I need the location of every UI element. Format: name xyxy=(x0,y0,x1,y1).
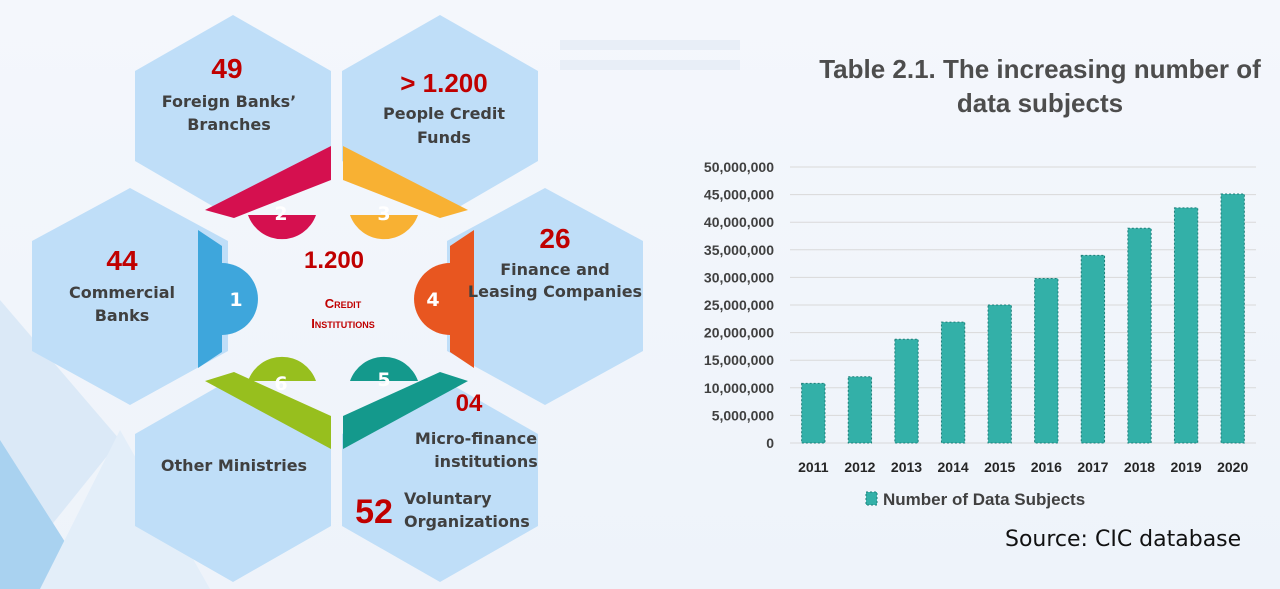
hex-finance-leasing xyxy=(447,188,643,405)
segment-3: 3 xyxy=(343,146,468,240)
foreign-banks-value: 49 xyxy=(211,53,242,84)
segment-2: 2 xyxy=(205,146,331,240)
bar-2014 xyxy=(940,321,966,444)
segment-5: 5 xyxy=(343,356,468,449)
voluntary-orgs-value: 52 xyxy=(355,493,393,531)
y-tick-label: 5,000,000 xyxy=(712,407,774,423)
y-tick-label: 0 xyxy=(766,435,774,451)
micro-finance-value: 04 xyxy=(456,390,483,417)
y-tick-label: 10,000,000 xyxy=(704,380,774,396)
center-label-line1: Credit xyxy=(325,296,362,311)
y-tick-label: 25,000,000 xyxy=(704,297,774,313)
x-tick-label: 2020 xyxy=(1217,459,1248,475)
x-tick-label: 2018 xyxy=(1124,459,1155,475)
voluntary-orgs-label-1: Voluntary xyxy=(404,489,492,508)
people-credit-value: > 1.200 xyxy=(400,68,487,98)
chart-title-line1: Table 2.1. The increasing number of xyxy=(819,54,1261,84)
hex-commercial-banks xyxy=(32,188,228,405)
x-tick-label: 2011 xyxy=(798,459,829,475)
bar-2012 xyxy=(847,376,873,444)
credit-institutions-infographic: 1 2 3 4 5 6 1.200 Credit Institutions 49… xyxy=(32,15,643,582)
x-tick-label: 2015 xyxy=(984,459,1015,475)
finance-leasing-value: 26 xyxy=(539,223,570,254)
other-ministries-label: Other Ministries xyxy=(161,456,307,475)
y-tick-label: 30,000,000 xyxy=(704,269,774,285)
segment-number-5: 5 xyxy=(377,369,390,391)
x-tick-label: 2012 xyxy=(844,459,875,475)
segment-1: 1 xyxy=(198,230,258,368)
micro-finance-label-2: institutions xyxy=(434,452,538,471)
segment-number-2: 2 xyxy=(274,203,287,225)
commercial-banks-label-2: Banks xyxy=(95,306,150,325)
source-note: Source: CIC database xyxy=(1005,527,1242,552)
micro-finance-label-1: Micro-finance xyxy=(415,429,537,448)
people-credit-label-1: People Credit xyxy=(383,104,505,123)
finance-leasing-label-2: Leasing Companies xyxy=(468,282,642,301)
segment-4: 4 xyxy=(414,230,474,368)
bar-2015 xyxy=(987,304,1012,444)
foreign-banks-label-1: Foreign Banks’ xyxy=(162,92,297,111)
legend-swatch xyxy=(865,491,878,506)
bar-2016 xyxy=(1034,278,1059,444)
hex-micro-finance xyxy=(342,378,538,582)
y-tick-label: 50,000,000 xyxy=(704,159,774,175)
voluntary-orgs-label-2: Organizations xyxy=(404,512,530,531)
bar-2019 xyxy=(1173,207,1199,444)
chart-title-line2: data subjects xyxy=(956,88,1124,118)
y-tick-label: 35,000,000 xyxy=(704,242,774,258)
x-tick-label: 2017 xyxy=(1077,459,1108,475)
y-tick-label: 15,000,000 xyxy=(704,352,774,368)
chart-title: Table 2.1. The increasing number of data… xyxy=(790,52,1280,120)
segment-number-1: 1 xyxy=(229,289,242,311)
segment-number-6: 6 xyxy=(274,373,287,395)
hex-people-credit-funds xyxy=(342,15,538,218)
bar-2013 xyxy=(894,338,919,444)
commercial-banks-value: 44 xyxy=(106,245,138,276)
segment-number-4: 4 xyxy=(426,289,439,311)
center-label-line2: Institutions xyxy=(311,316,375,331)
bar-2018 xyxy=(1127,227,1152,444)
bar-2017 xyxy=(1080,254,1106,444)
hex-other-ministries xyxy=(135,378,331,582)
bar-2011 xyxy=(801,382,826,444)
bar-2020 xyxy=(1220,193,1245,444)
x-tick-label: 2014 xyxy=(938,459,969,475)
y-tick-label: 20,000,000 xyxy=(704,325,774,341)
finance-leasing-label-1: Finance and xyxy=(500,260,610,279)
segment-6: 6 xyxy=(205,356,331,449)
x-tick-label: 2019 xyxy=(1171,459,1202,475)
center-value: 1.200 xyxy=(304,247,364,274)
y-tick-label: 40,000,000 xyxy=(704,214,774,230)
people-credit-label-2: Funds xyxy=(417,128,471,147)
x-tick-label: 2013 xyxy=(891,459,922,475)
commercial-banks-label-1: Commercial xyxy=(69,283,175,302)
hex-foreign-banks xyxy=(135,15,331,218)
x-tick-label: 2016 xyxy=(1031,459,1062,475)
legend-label: Number of Data Subjects xyxy=(883,490,1085,509)
foreign-banks-label-2: Branches xyxy=(187,115,271,134)
y-tick-label: 45,000,000 xyxy=(704,187,774,203)
segment-number-3: 3 xyxy=(377,203,390,225)
